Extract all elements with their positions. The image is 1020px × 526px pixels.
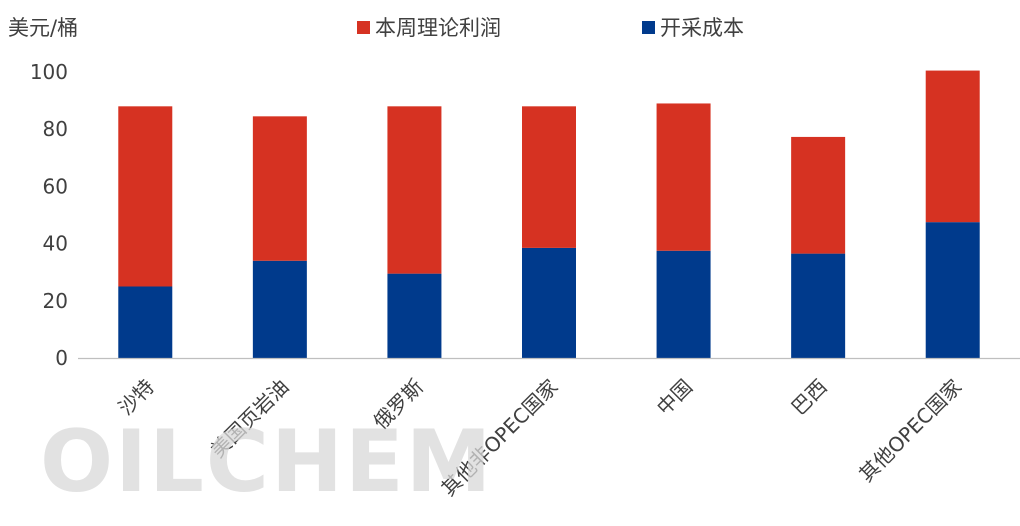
legend-item-profit: 本周理论利润 [357, 12, 501, 42]
bar-segment-cost [791, 253, 846, 358]
y-tick-label: 40 [43, 232, 68, 256]
bar-segment-cost [118, 286, 173, 358]
y-tick-label: 80 [43, 117, 68, 141]
y-tick-label: 20 [43, 289, 68, 313]
bars [118, 70, 980, 358]
bar-segment-cost [522, 247, 576, 358]
x-tick-label: 中国 [652, 375, 697, 420]
y-axis-unit-label: 美元/桶 [8, 16, 79, 40]
bar-segment-profit [252, 116, 307, 261]
y-tick-label: 100 [30, 60, 68, 84]
legend-item-cost: 开采成本 [642, 12, 744, 42]
bar-segment-cost [925, 222, 980, 358]
bar-segment-profit [387, 106, 442, 274]
x-tick-label: 其他OPEC国家 [854, 375, 966, 487]
x-tick-label: 巴西 [786, 375, 831, 420]
y-tick-label: 0 [55, 346, 68, 370]
bar-segment-profit [791, 136, 846, 254]
y-axis: 0 20 40 60 80 100 [30, 60, 68, 370]
bar-segment-profit [118, 106, 173, 287]
bar-segment-cost [656, 250, 711, 358]
bar-segment-cost [252, 260, 307, 358]
legend-swatch-cost [642, 20, 655, 34]
legend-label-profit: 本周理论利润 [375, 16, 501, 40]
watermark-logo: OILCHEM [40, 412, 494, 512]
bar-segment-profit [522, 106, 576, 248]
legend-label-cost: 开采成本 [660, 16, 744, 40]
y-tick-label: 60 [43, 174, 68, 198]
bar-segment-profit [656, 103, 711, 251]
bar-segment-profit [925, 70, 980, 223]
legend-swatch-profit [357, 20, 370, 34]
bar-segment-cost [387, 273, 442, 358]
